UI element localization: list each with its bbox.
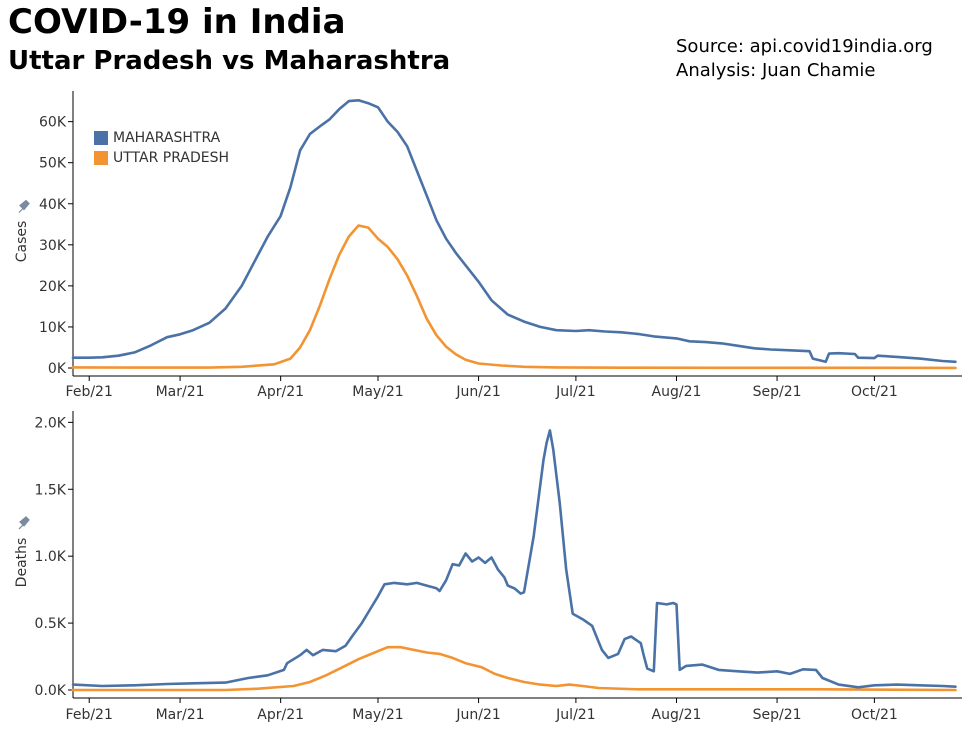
y-tick-label-20k: 20K <box>39 279 67 295</box>
chart-subtitle: Uttar Pradesh vs Maharashtra <box>8 46 451 76</box>
legend-label-maharashtra: MAHARASHTRA <box>113 130 221 146</box>
y-tick-label-60k: 60K <box>39 115 67 131</box>
y-tick-label-30k: 30K <box>39 238 67 254</box>
x-tick-label-oct-21: Oct/21 <box>851 384 898 400</box>
x-tick-label-aug-21: Aug/21 <box>652 384 702 400</box>
x-tick-label-may-21: May/21 <box>352 707 403 723</box>
source-note: Source: api.covid19india.org Analysis: J… <box>676 35 933 83</box>
series-line-uttar-pradesh <box>71 224 957 370</box>
legend: MAHARASHTRA UTTAR PRADESH <box>94 128 229 168</box>
legend-swatch-uttar-pradesh <box>94 151 108 165</box>
y-tick-label-0k: 0K <box>48 361 67 377</box>
x-tick-label-jun-21: Jun/21 <box>455 707 500 723</box>
x-tick-label-feb-21: Feb/21 <box>66 707 113 723</box>
chart-title: COVID-19 in India <box>8 2 346 42</box>
y-tick-label-50k: 50K <box>39 156 67 172</box>
y-tick-label-0-0k: 0.0K <box>35 683 67 699</box>
y-axis-label-cases: Cases <box>14 221 30 263</box>
x-tick-label-feb-21: Feb/21 <box>66 384 113 400</box>
pin-icon[interactable] <box>18 516 30 530</box>
x-tick-label-apr-21: Apr/21 <box>257 384 304 400</box>
x-tick-label-may-21: May/21 <box>352 384 403 400</box>
x-tick-label-apr-21: Apr/21 <box>257 707 304 723</box>
series-line-uttar-pradesh <box>71 645 957 692</box>
legend-item-uttar-pradesh[interactable]: UTTAR PRADESH <box>94 148 229 168</box>
y-tick-label-2-0k: 2.0K <box>35 415 67 431</box>
x-tick-label-mar-21: Mar/21 <box>156 707 205 723</box>
y-axis-label-deaths: Deaths <box>14 538 30 588</box>
analysis-line: Analysis: Juan Chamie <box>676 60 876 81</box>
legend-label-uttar-pradesh: UTTAR PRADESH <box>113 150 229 166</box>
legend-swatch-maharashtra <box>94 131 108 145</box>
y-tick-label-1-0k: 1.0K <box>35 549 67 565</box>
x-tick-label-sep-21: Sep/21 <box>753 707 802 723</box>
x-tick-label-sep-21: Sep/21 <box>753 384 802 400</box>
source-line: Source: api.covid19india.org <box>676 36 933 57</box>
legend-item-maharashtra[interactable]: MAHARASHTRA <box>94 128 229 148</box>
y-tick-label-10k: 10K <box>39 320 67 336</box>
series-line-maharashtra <box>71 429 957 689</box>
y-tick-label-40k: 40K <box>39 197 67 213</box>
x-tick-label-jun-21: Jun/21 <box>455 384 500 400</box>
y-tick-label-0-5k: 0.5K <box>35 616 67 632</box>
x-tick-label-aug-21: Aug/21 <box>652 707 702 723</box>
x-tick-label-oct-21: Oct/21 <box>851 707 898 723</box>
x-tick-label-jul-21: Jul/21 <box>555 384 595 400</box>
x-tick-label-jul-21: Jul/21 <box>555 707 595 723</box>
series-line-maharashtra <box>71 99 957 364</box>
pin-icon[interactable] <box>18 199 30 213</box>
x-tick-label-mar-21: Mar/21 <box>156 384 205 400</box>
y-tick-label-1-5k: 1.5K <box>35 482 67 498</box>
